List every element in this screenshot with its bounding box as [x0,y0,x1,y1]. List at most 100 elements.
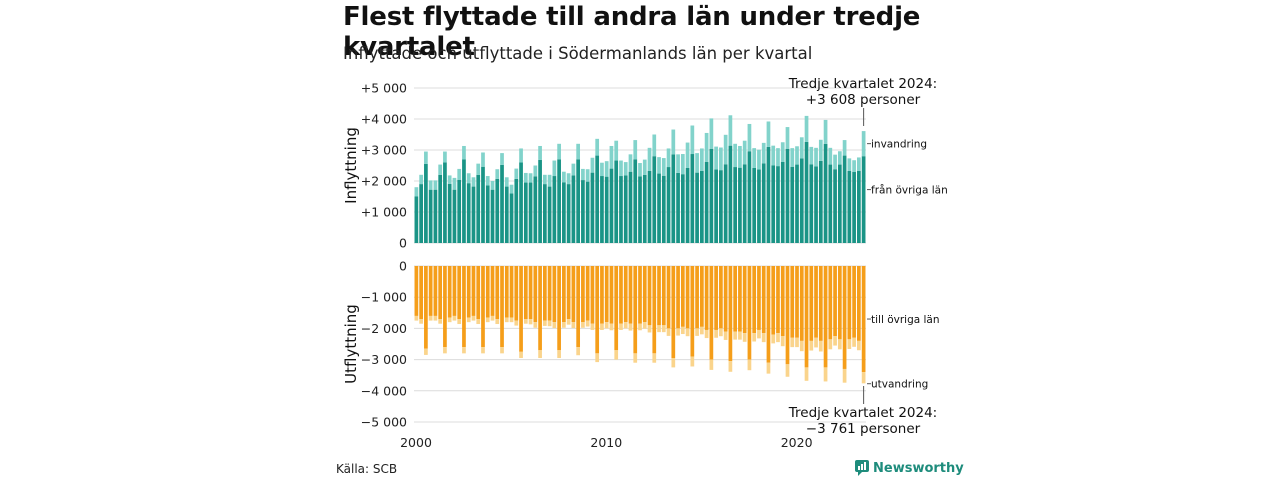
bar-invandring [652,134,657,157]
bar-invandring [680,154,685,175]
bar-invandring [481,152,485,167]
bar-invandring [433,180,438,190]
bar-fran-ovriga-lan [847,170,852,243]
bar-invandring [633,140,638,160]
bar-invandring [628,154,633,172]
bar-till-ovriga-lan [590,266,595,324]
bar-fran-ovriga-lan [657,173,661,243]
bar-invandring [661,158,666,176]
bar-utvandring [571,322,576,329]
bar-invandring [828,147,833,165]
bar-utvandring [757,329,761,339]
bar-fran-ovriga-lan [771,165,776,243]
bar-fran-ovriga-lan [428,189,433,243]
bar-till-ovriga-lan [776,266,780,334]
bar-fran-ovriga-lan [619,176,623,243]
bar-invandring [723,134,728,165]
bar-invandring [490,181,495,190]
bar-fran-ovriga-lan [795,164,799,243]
bar-till-ovriga-lan [685,266,690,329]
bar-till-ovriga-lan [837,266,842,340]
bar-till-ovriga-lan [657,266,661,326]
brand-logo[interactable]: Newsworthy [855,460,964,476]
bar-invandring [785,127,790,149]
bar-utvandring [738,331,742,340]
bar-till-ovriga-lan [623,266,628,323]
bar-utvandring [590,323,595,330]
bar-invandring [452,177,457,190]
bar-utvandring [581,322,585,328]
bar-fran-ovriga-lan [690,154,695,243]
bar-fran-ovriga-lan [452,189,457,243]
bar-utvandring [500,347,504,354]
bar-fran-ovriga-lan [709,148,714,243]
bar-invandring [414,187,419,197]
bar-invandring [761,142,766,164]
bar-till-ovriga-lan [533,266,538,323]
bar-fran-ovriga-lan [699,170,704,243]
bar-fran-ovriga-lan [804,141,809,243]
bar-fran-ovriga-lan [719,170,723,243]
bar-utvandring [428,315,433,321]
bar-fran-ovriga-lan [757,169,761,243]
bar-invandring [685,142,690,168]
bar-fran-ovriga-lan [714,169,718,243]
bar-till-ovriga-lan [542,266,547,321]
bar-fran-ovriga-lan [547,186,552,243]
y-tick-label: −3 000 [361,352,407,367]
bar-utvandring [424,348,428,355]
bar-till-ovriga-lan [809,266,814,341]
bar-invandring [742,140,747,165]
bar-utvandring [857,340,861,351]
bar-fran-ovriga-lan [519,162,523,243]
bar-invandring [752,148,757,168]
bar-invandring [795,146,799,165]
bar-utvandring [533,322,538,328]
bar-till-ovriga-lan [780,266,785,337]
bar-invandring [571,163,576,176]
y-axis-title-inflyttning: Inflyttning [342,127,360,204]
bar-till-ovriga-lan [571,266,576,323]
bar-till-ovriga-lan [514,266,519,321]
bar-fran-ovriga-lan [776,166,780,243]
bar-till-ovriga-lan [814,266,818,338]
y-axis-title-utflyttning: Utflyttning [342,304,360,384]
bar-till-ovriga-lan [642,266,647,323]
bar-fran-ovriga-lan [814,166,818,243]
bar-utvandring [714,329,718,338]
bar-till-ovriga-lan [719,266,723,329]
bar-utvandring [438,319,443,324]
bar-till-ovriga-lan [714,266,718,330]
y-tick-label: −1 000 [361,290,407,305]
bar-invandring [799,137,804,159]
bar-till-ovriga-lan [666,266,671,329]
bar-utvandring [433,315,438,321]
bar-fran-ovriga-lan [542,184,547,243]
bar-till-ovriga-lan [538,266,542,351]
bar-utvandring [514,320,519,326]
bar-fran-ovriga-lan [823,143,828,243]
bar-fran-ovriga-lan [457,179,462,243]
bar-fran-ovriga-lan [595,155,600,243]
bar-till-ovriga-lan [823,266,828,368]
bar-till-ovriga-lan [595,266,600,354]
bar-till-ovriga-lan [861,266,866,373]
bar-utvandring [776,333,780,343]
bar-fran-ovriga-lan [438,174,443,243]
bar-fran-ovriga-lan [809,164,814,243]
bar-fran-ovriga-lan [852,172,856,243]
bar-utvandring [419,319,423,324]
annotation-inflyttning-line1: Tredje kvartalet 2024: [788,76,937,92]
bar-invandring [509,184,514,194]
bar-fran-ovriga-lan [562,182,566,243]
bar-utvandring [457,319,462,325]
bar-invandring [709,118,714,149]
bar-till-ovriga-lan [680,266,685,327]
bar-till-ovriga-lan [557,266,561,351]
bar-utvandring [723,331,728,340]
bar-fran-ovriga-lan [600,176,604,243]
bar-invandring [443,151,447,163]
bar-utvandring [823,367,828,382]
bar-till-ovriga-lan [585,266,590,321]
bar-utvandring [785,364,790,377]
